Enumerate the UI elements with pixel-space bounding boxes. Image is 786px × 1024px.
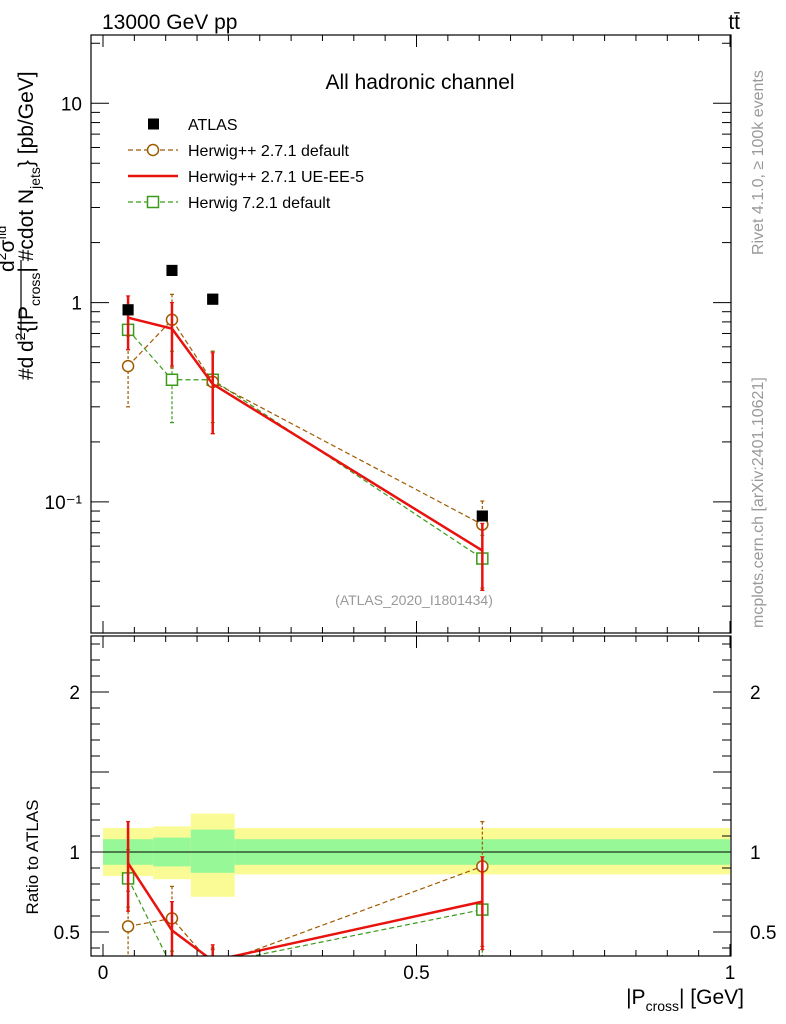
svg-text:d2σfid: d2σfid xyxy=(0,226,19,272)
legend-entry: Herwig++ 2.7.1 UE-EE-5 xyxy=(128,169,364,186)
atlas-data-point xyxy=(476,510,488,522)
x-tick-label: 0 xyxy=(98,963,109,984)
chart-title: All hadronic channel xyxy=(325,71,514,94)
svg-text:d2{|Pcross| #cdot Njets} [pb/G: d2{|Pcross| #cdot Njets} [pb/GeV] xyxy=(12,71,43,352)
y-tick-label: 1 xyxy=(71,294,82,315)
legend-entry: Herwig 7.2.1 default xyxy=(128,195,331,212)
ratio-herwig-2-7-1-default-point xyxy=(121,920,135,933)
ratio-y-tick-label-right: 1 xyxy=(750,843,761,864)
legend-label: Herwig 7.2.1 default xyxy=(188,195,331,212)
ratio-herwig-7-2-1-default-point xyxy=(166,962,177,973)
legend-label: ATLAS xyxy=(188,117,238,134)
analysis-tag: (ATLAS_2020_I1801434) xyxy=(335,592,493,608)
main-y-axis-label: #d d2{|Pcross| #cdot Njets} [pb/GeV] d2σ… xyxy=(0,71,43,380)
ratio-herwig-2-7-1-ue-ee-5-line xyxy=(127,862,483,956)
herwig-2-7-1-ue-ee-5-line xyxy=(127,316,483,552)
y-tick-label: 10 xyxy=(61,94,82,115)
ratio-y-tick-label-left: 1 xyxy=(69,843,80,864)
source-label: mcplots.cern.ch [arXiv:2401.10621] xyxy=(750,377,767,628)
legend-marker xyxy=(148,118,159,130)
ratio-y-tick-label-left: 2 xyxy=(69,683,80,704)
herwig-2-7-1-default-line xyxy=(127,318,483,526)
legend-label: Herwig++ 2.7.1 default xyxy=(188,143,350,160)
legend-marker xyxy=(146,143,160,157)
ratio-band-inner xyxy=(190,829,235,873)
ratio-y-tick-label-left: 0.5 xyxy=(54,923,80,944)
herwig-2-7-1-default-point xyxy=(121,359,135,373)
atlas-data-point xyxy=(122,304,134,316)
ratio-herwig-2-7-1-default-line xyxy=(127,865,483,956)
ratio-herwig-2-7-1-default-point xyxy=(207,960,218,971)
ratio-y-axis-label: Ratio to ATLAS xyxy=(23,800,42,915)
ratio-y-tick-label-right: 0.5 xyxy=(750,923,776,944)
process-label: tt̄ xyxy=(728,11,740,34)
atlas-data-point xyxy=(166,264,178,276)
rivet-version-label: Rivet 4.1.0, ≥ 100k events xyxy=(750,70,767,255)
herwig-7-2-1-default-point xyxy=(165,373,179,387)
ratio-herwig-7-2-1-default-line xyxy=(127,878,483,956)
atlas-data-point xyxy=(207,293,219,305)
ratio-frame xyxy=(90,635,732,957)
svg-text:#d: #d xyxy=(15,357,38,380)
x-tick-label: 1 xyxy=(725,963,736,984)
main-frame xyxy=(90,34,732,634)
herwig-7-2-1-default-line xyxy=(127,329,483,560)
x-axis-label: |Pcross| [GeV] xyxy=(626,986,744,1014)
ratio-herwig-7-2-1-default-point xyxy=(207,959,218,970)
energy-label: 13000 GeV pp xyxy=(102,11,237,34)
legend-marker xyxy=(146,195,160,209)
ratio-y-tick-label-right: 2 xyxy=(750,683,761,704)
y-tick-label: 10⁻¹ xyxy=(45,493,83,514)
legend-entry: Herwig++ 2.7.1 default xyxy=(128,143,350,160)
legend-label: Herwig++ 2.7.1 UE-EE-5 xyxy=(188,169,364,186)
legend-entry: ATLAS xyxy=(148,117,238,134)
x-tick-label: 0.5 xyxy=(403,963,429,984)
